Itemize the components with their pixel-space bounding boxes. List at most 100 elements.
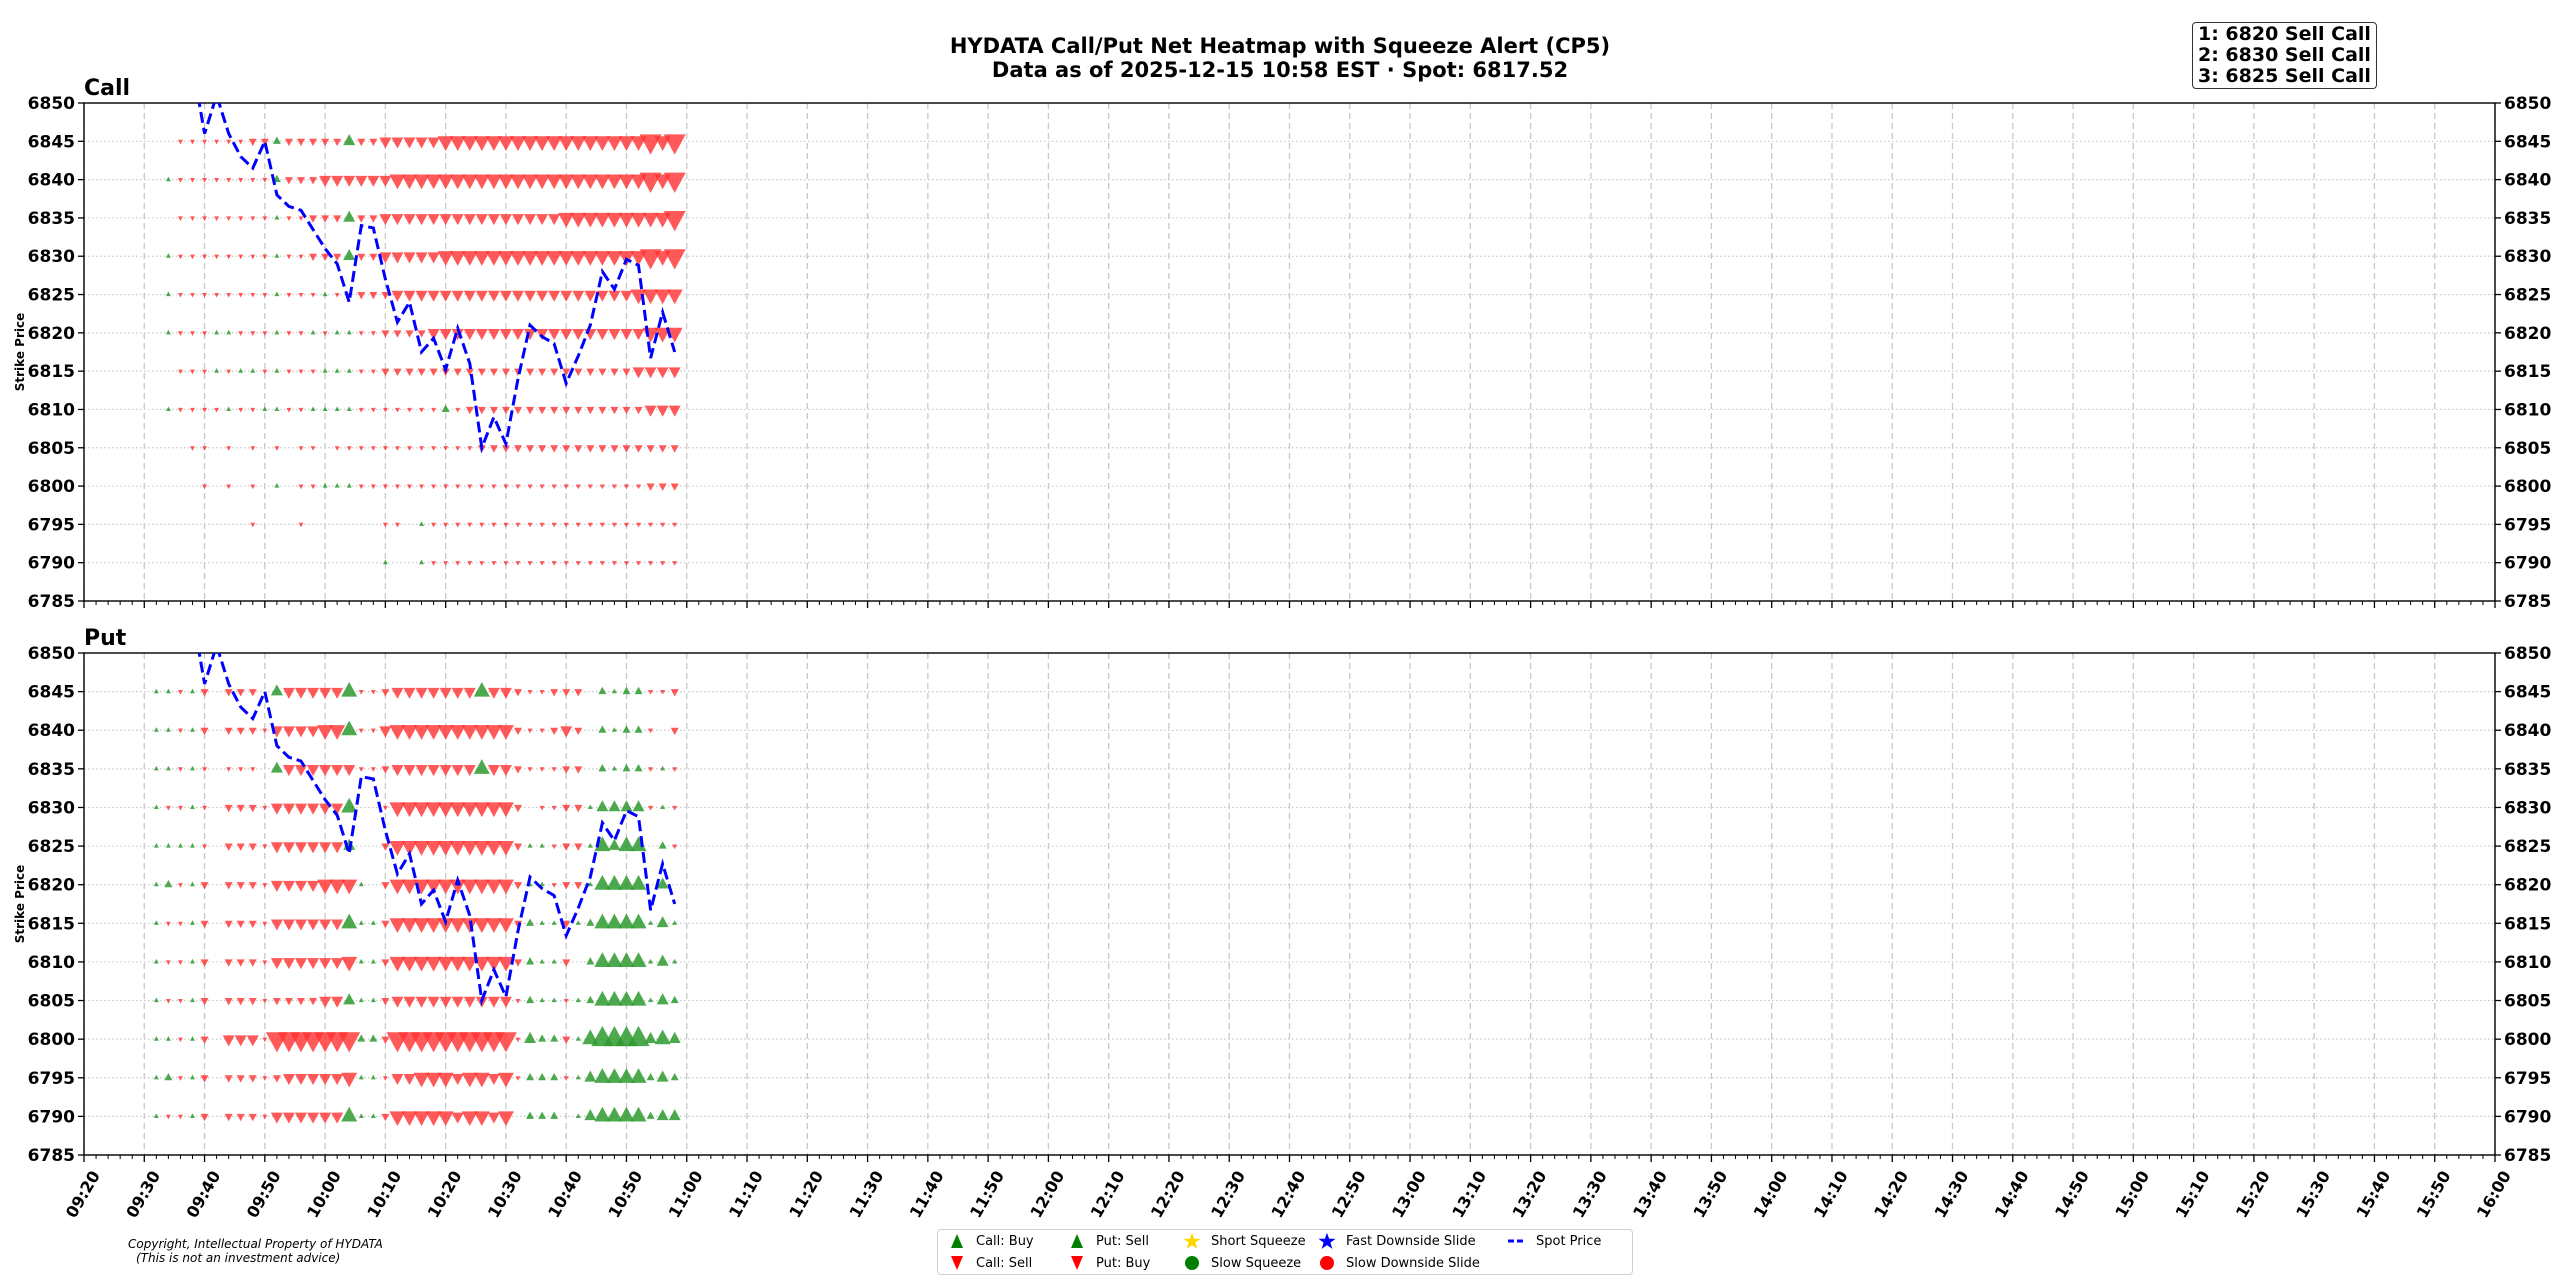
sell-marker: [334, 292, 340, 298]
x-tick-label: 11:10: [725, 1168, 767, 1222]
sell-marker: [177, 216, 183, 221]
sell-marker: [526, 445, 535, 453]
sell-marker: [654, 174, 671, 190]
sell-marker: [437, 725, 454, 740]
sell-marker: [584, 329, 597, 341]
buy-marker: [153, 1113, 159, 1118]
sell-marker: [497, 956, 514, 972]
buy-marker: [346, 329, 352, 335]
sell-marker: [224, 959, 233, 967]
sell-marker: [439, 329, 452, 341]
sell-marker: [574, 406, 583, 415]
y-tick-label-right: 6850: [2504, 94, 2551, 114]
sell-marker: [539, 805, 545, 811]
y-tick-label: 6820: [28, 324, 75, 344]
sell-marker: [473, 918, 490, 933]
sell-marker: [515, 1037, 521, 1043]
sell-marker: [513, 804, 522, 813]
buy-marker: [441, 404, 450, 412]
buy-marker: [165, 291, 171, 297]
sell-marker: [413, 841, 430, 856]
sell-marker: [461, 1072, 478, 1088]
sell-marker: [236, 1113, 245, 1122]
sell-marker: [317, 879, 334, 895]
sell-marker: [329, 725, 346, 740]
buy-marker: [672, 958, 678, 964]
sell-marker: [489, 406, 498, 415]
sell-marker: [570, 136, 587, 151]
sell-marker: [331, 1112, 344, 1124]
sell-marker: [622, 368, 631, 376]
legend-item: Put: Sell: [1068, 1232, 1183, 1250]
sell-marker: [298, 216, 304, 221]
sell-marker: [524, 214, 537, 226]
sell-marker: [391, 214, 404, 226]
sell-marker: [586, 406, 595, 415]
sell-marker: [666, 289, 683, 305]
buy-marker: [630, 952, 647, 967]
buy-marker: [539, 958, 545, 964]
buy-marker: [598, 725, 607, 733]
sell-marker: [644, 367, 657, 379]
sell-marker: [461, 725, 478, 740]
sell-marker: [319, 175, 332, 187]
x-tick-label: 09:50: [243, 1168, 285, 1222]
sell-marker: [654, 136, 671, 151]
sell-marker: [298, 446, 304, 451]
sell-marker: [443, 561, 449, 566]
buy-marker: [538, 1072, 547, 1081]
sell-marker: [570, 212, 587, 228]
sell-marker: [202, 446, 208, 451]
buy-marker: [473, 681, 490, 697]
buy-marker: [618, 952, 635, 967]
buy-marker: [646, 1072, 655, 1081]
sell-marker: [200, 998, 209, 1006]
circle-icon: [1183, 1254, 1201, 1272]
buy-marker: [606, 990, 623, 1006]
sell-marker: [663, 210, 686, 232]
y-tick-label: 6840: [28, 171, 75, 191]
sell-marker: [562, 920, 571, 929]
sell-marker: [200, 959, 209, 967]
buy-marker: [539, 920, 545, 925]
sell-marker: [248, 1113, 257, 1122]
sell-marker: [177, 1114, 183, 1120]
sell-marker: [200, 920, 209, 929]
legend-label: Slow Downside Slide: [1346, 1255, 1480, 1271]
sell-marker: [623, 561, 629, 566]
sell-marker: [487, 1073, 500, 1086]
sell-marker: [391, 252, 404, 264]
sell-marker: [485, 918, 502, 933]
buy-marker: [620, 800, 633, 812]
sell-marker: [319, 842, 332, 854]
sell-marker: [370, 484, 376, 490]
sell-marker: [319, 1073, 332, 1086]
triangle-up-icon: [948, 1232, 966, 1250]
sell-marker: [403, 1073, 416, 1086]
buy-marker: [358, 881, 364, 887]
y-tick-label: 6835: [28, 760, 75, 780]
sell-marker: [382, 1076, 388, 1081]
sell-marker: [513, 843, 522, 851]
sell-marker: [437, 251, 454, 266]
sell-marker: [307, 726, 320, 738]
buy-marker: [648, 997, 654, 1003]
buy-marker: [606, 952, 623, 967]
sell-marker: [491, 484, 497, 490]
buy-marker: [586, 957, 595, 965]
sell-marker: [461, 1111, 478, 1127]
sell-marker: [401, 725, 418, 740]
sell-marker: [226, 767, 232, 772]
sell-marker: [236, 882, 245, 890]
buy-marker: [153, 920, 159, 925]
buy-marker: [611, 727, 617, 732]
sell-marker: [403, 290, 416, 302]
buy-marker: [527, 843, 533, 848]
dashed-line-icon: [1508, 1232, 1526, 1250]
sell-marker: [294, 1112, 307, 1124]
sell-marker: [670, 689, 679, 697]
sell-marker: [449, 841, 466, 856]
y-tick-label-right: 6805: [2504, 992, 2551, 1012]
buy-marker: [153, 958, 159, 964]
sell-marker: [357, 138, 366, 147]
